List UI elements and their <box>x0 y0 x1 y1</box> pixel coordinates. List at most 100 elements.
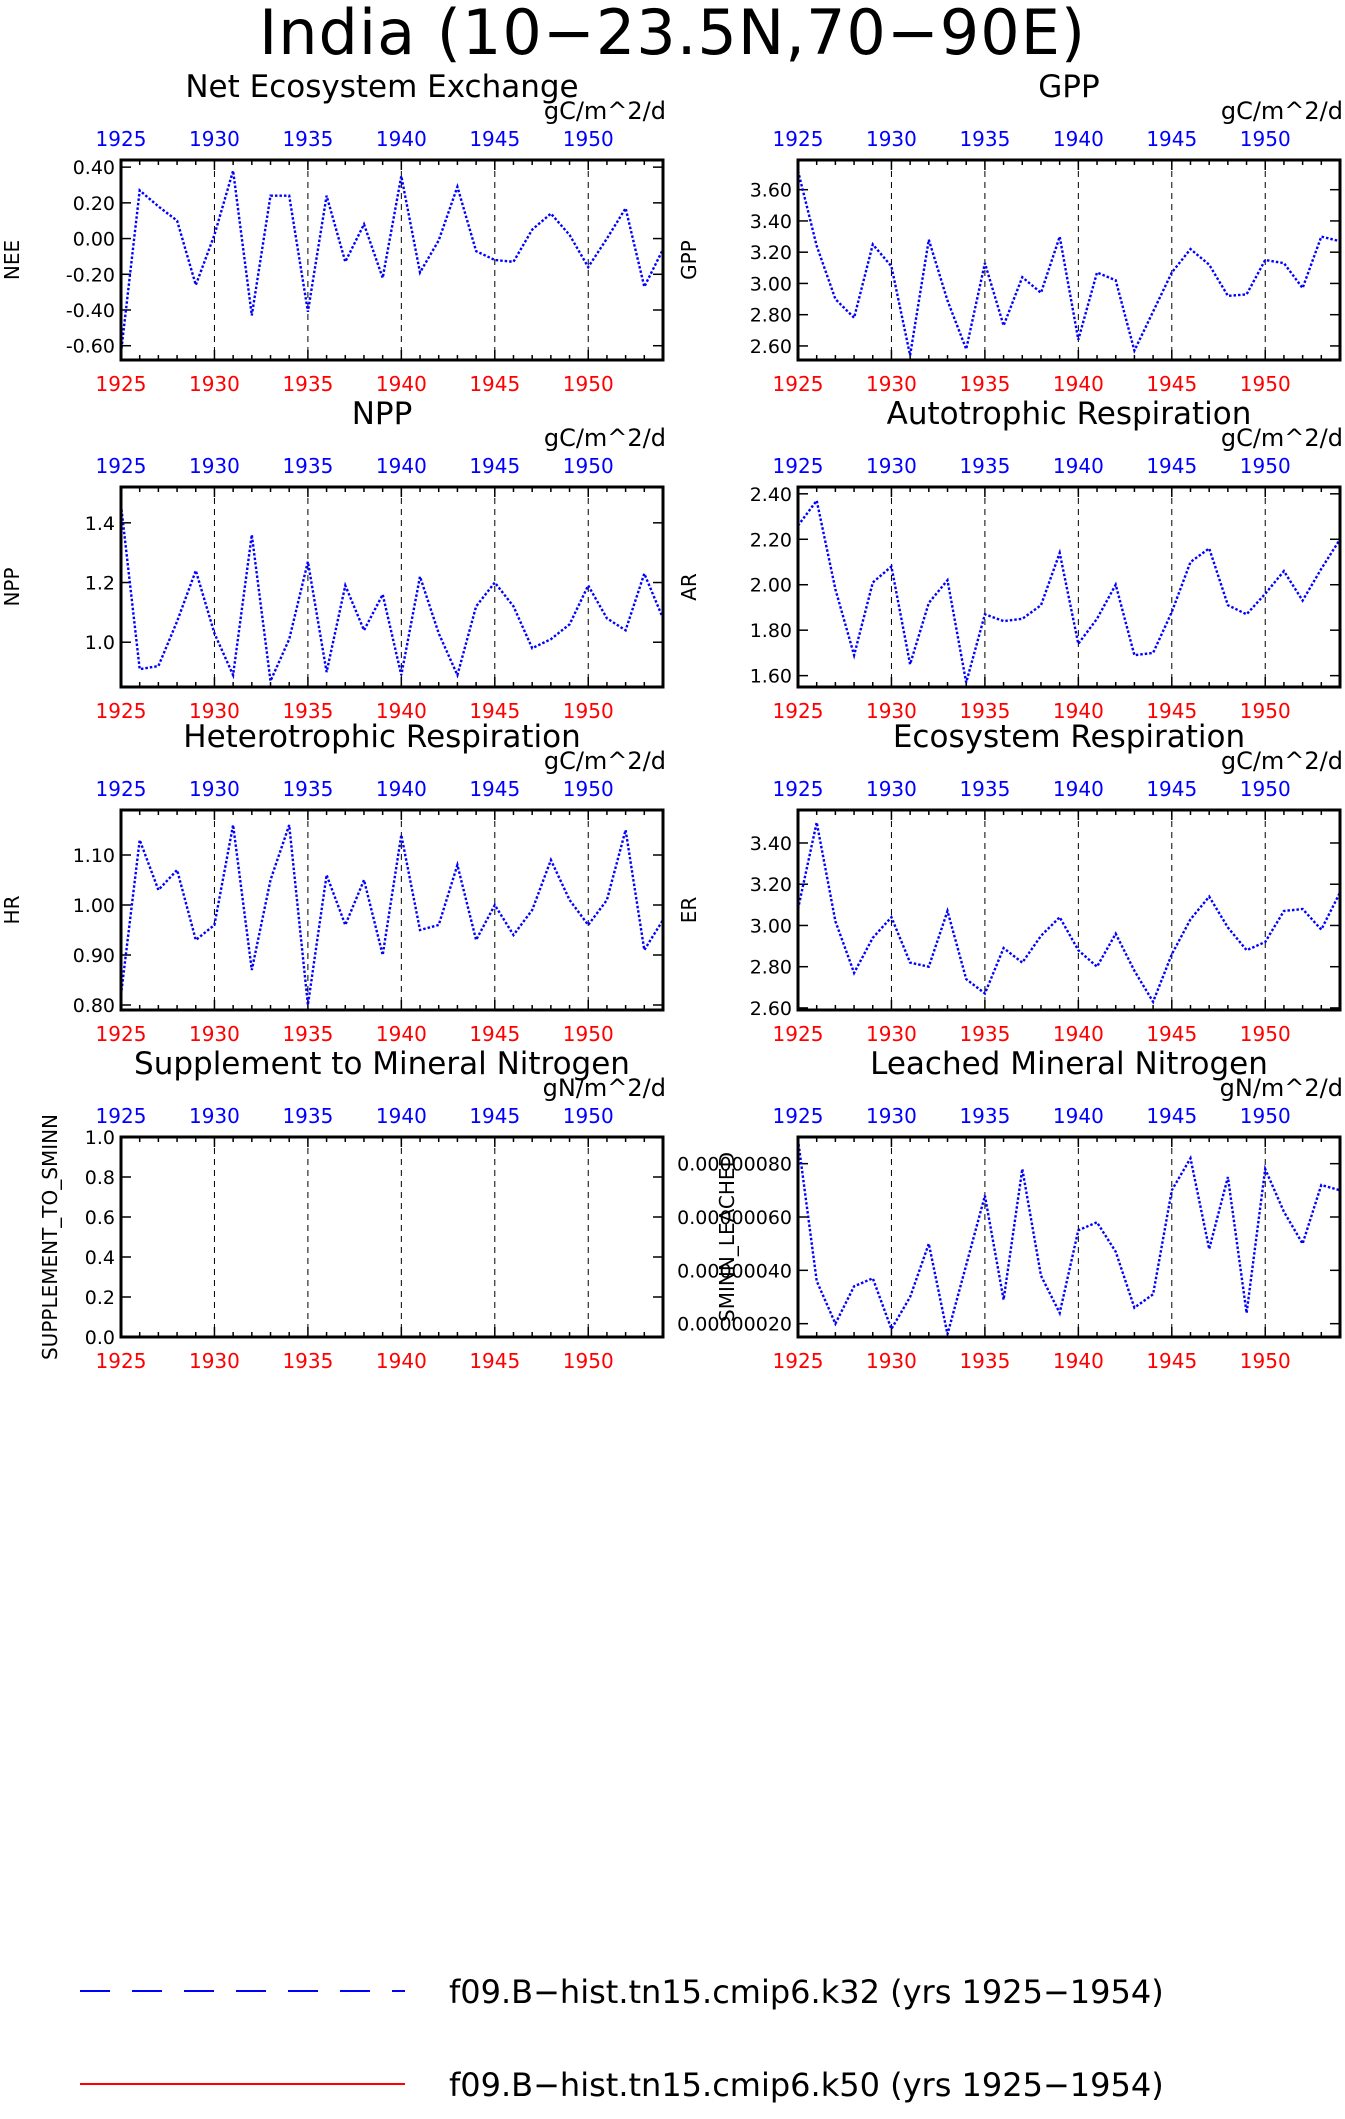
x-tick-bottom-label: 1925 <box>773 699 824 723</box>
x-tick-top-label: 1945 <box>1146 777 1197 801</box>
x-tick-bottom-label: 1935 <box>959 1349 1010 1373</box>
x-tick-bottom-label: 1940 <box>1053 1349 1104 1373</box>
series-line <box>121 824 663 1006</box>
units-label: gC/m^2/d <box>1221 747 1343 775</box>
plot-frame <box>119 808 665 1012</box>
x-tick-top-label: 1940 <box>1053 1104 1104 1128</box>
x-tick-top-label: 1950 <box>1240 127 1291 151</box>
x-tick-top-label: 1935 <box>282 127 333 151</box>
x-tick-top-label: 1940 <box>376 127 427 151</box>
x-tick-bottom-label: 1945 <box>1146 1022 1197 1046</box>
x-tick-top-label: 1950 <box>563 1104 614 1128</box>
panel-title: NPP <box>352 396 413 432</box>
y-tick-label: 2.40 <box>750 484 792 506</box>
x-tick-top-label: 1950 <box>563 127 614 151</box>
x-tick-top-label: 1930 <box>189 127 240 151</box>
x-tick-bottom-label: 1930 <box>189 699 240 723</box>
x-tick-bottom-label: 1940 <box>376 699 427 723</box>
x-tick-bottom-label: 1950 <box>1240 372 1291 396</box>
x-tick-top-label: 1925 <box>773 127 824 151</box>
y-tick-label: 3.00 <box>750 273 792 295</box>
x-tick-bottom-label: 1935 <box>282 699 333 723</box>
x-tick-bottom-label: 1950 <box>1240 699 1291 723</box>
x-tick-top-label: 1925 <box>96 777 147 801</box>
x-tick-bottom-label: 1930 <box>189 1349 240 1373</box>
x-tick-bottom-label: 1950 <box>1240 1022 1291 1046</box>
x-tick-bottom-label: 1925 <box>96 1022 147 1046</box>
y-tick-label: 0.00000020 <box>677 1314 792 1336</box>
y-tick-label: 0.00 <box>73 229 115 251</box>
x-tick-bottom-label: 1950 <box>563 699 614 723</box>
y-tick-label: 1.60 <box>750 666 792 688</box>
x-tick-bottom-label: 1925 <box>773 1349 824 1373</box>
y-tick-label: 2.00 <box>750 575 792 597</box>
x-tick-top-label: 1945 <box>1146 454 1197 478</box>
x-tick-top-label: 1935 <box>959 454 1010 478</box>
panel-title: GPP <box>1038 69 1099 105</box>
x-tick-bottom-label: 1935 <box>282 1349 333 1373</box>
y-tick-label: 0.20 <box>73 193 115 215</box>
x-tick-bottom-label: 1935 <box>282 372 333 396</box>
x-tick-bottom-label: 1945 <box>469 1349 520 1373</box>
x-tick-top-label: 1935 <box>282 1104 333 1128</box>
x-tick-bottom-label: 1945 <box>1146 1349 1197 1373</box>
legend: f09.B−hist.tn15.cmip6.k32 (yrs 1925−1954… <box>80 1973 1164 2104</box>
y-tick-label: 3.20 <box>750 874 792 896</box>
x-tick-bottom-label: 1950 <box>1240 1349 1291 1373</box>
x-tick-bottom-label: 1930 <box>866 1022 917 1046</box>
x-tick-top-label: 1930 <box>189 454 240 478</box>
units-label: gC/m^2/d <box>1221 424 1343 452</box>
chart-panel-3: NPP gC/m^2/d NPP 1925 1925 1930 1930 1935 1935 19… <box>0 396 666 723</box>
x-tick-bottom-label: 1950 <box>563 372 614 396</box>
y-axis-label: AR <box>677 573 701 601</box>
x-tick-top-label: 1940 <box>1053 454 1104 478</box>
y-tick-label: 1.00 <box>73 895 115 917</box>
series-line <box>798 1139 1340 1335</box>
y-tick-label: 3.20 <box>750 242 792 264</box>
x-tick-bottom-label: 1945 <box>469 699 520 723</box>
series-line <box>798 497 1340 683</box>
y-axis-label: NPP <box>0 567 24 606</box>
y-tick-label: 0.4 <box>85 1247 115 1269</box>
x-tick-bottom-label: 1930 <box>866 699 917 723</box>
plot-frame <box>796 808 1342 1012</box>
units-label: gC/m^2/d <box>544 97 666 125</box>
series-line <box>121 504 663 686</box>
y-tick-label: 0.0 <box>85 1327 115 1349</box>
y-tick-label: 0.80 <box>73 995 115 1017</box>
y-tick-label: 1.2 <box>85 573 115 595</box>
x-tick-bottom-label: 1945 <box>469 372 520 396</box>
y-tick-label: 1.0 <box>85 632 115 654</box>
x-tick-bottom-label: 1935 <box>959 372 1010 396</box>
y-axis-label: HR <box>0 895 24 924</box>
y-tick-label: 0.00000060 <box>677 1207 792 1229</box>
x-tick-top-label: 1925 <box>773 454 824 478</box>
y-tick-label: 3.40 <box>750 211 792 233</box>
panel-title: Leached Mineral Nitrogen <box>870 1046 1268 1082</box>
x-tick-top-label: 1945 <box>469 1104 520 1128</box>
x-tick-bottom-label: 1935 <box>282 1022 333 1046</box>
x-tick-bottom-label: 1945 <box>1146 699 1197 723</box>
y-axis-label: GPP <box>677 240 701 280</box>
x-tick-top-label: 1950 <box>1240 777 1291 801</box>
units-label: gC/m^2/d <box>1221 97 1343 125</box>
y-axis-label: SUPPLEMENT_TO_SMINN <box>38 1114 62 1360</box>
x-tick-bottom-label: 1930 <box>189 1022 240 1046</box>
plot-frame <box>796 1135 1342 1339</box>
x-tick-top-label: 1940 <box>1053 777 1104 801</box>
x-tick-bottom-label: 1925 <box>96 699 147 723</box>
legend-label: f09.B−hist.tn15.cmip6.k50 (yrs 1925−1954… <box>449 2066 1164 2104</box>
x-tick-top-label: 1930 <box>866 1104 917 1128</box>
x-tick-top-label: 1930 <box>866 127 917 151</box>
y-tick-label: 3.00 <box>750 915 792 937</box>
x-tick-top-label: 1925 <box>96 1104 147 1128</box>
y-tick-label: 2.60 <box>750 998 792 1020</box>
x-tick-bottom-label: 1940 <box>376 1349 427 1373</box>
y-tick-label: 1.10 <box>73 845 115 867</box>
x-tick-bottom-label: 1925 <box>773 372 824 396</box>
